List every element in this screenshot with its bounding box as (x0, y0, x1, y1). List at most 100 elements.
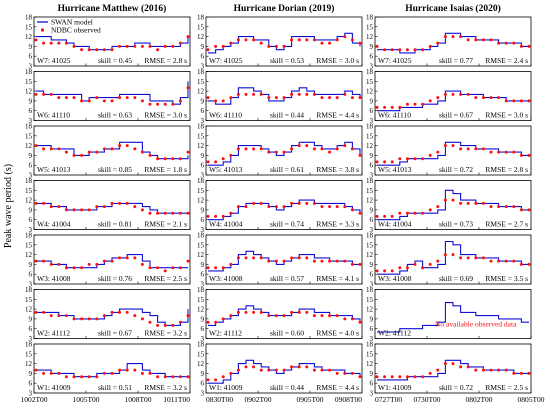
x-tick-label: 1008T00 (124, 395, 151, 404)
observed-point (148, 44, 152, 48)
observed-point (383, 269, 387, 273)
observed-point (320, 205, 324, 209)
observed-point (358, 153, 362, 157)
observed-point (512, 371, 516, 375)
y-tick-label: 18 (197, 341, 205, 349)
observed-point (375, 44, 379, 48)
observed-point (110, 48, 114, 52)
y-tick-label: 18 (25, 177, 33, 185)
y-tick-label: 9 (370, 152, 374, 160)
observed-point (343, 92, 347, 96)
y-tick-label: 15 (366, 296, 374, 304)
observed-point (156, 48, 160, 52)
station-label: W6: 41110 (209, 111, 242, 120)
model-series-line (377, 90, 529, 112)
observed-point (436, 41, 440, 45)
y-tick-label: 3 (29, 117, 33, 125)
observed-point (156, 102, 160, 106)
y-tick-label: 3 (370, 172, 374, 180)
observed-point (95, 48, 99, 52)
observed-point (140, 371, 144, 375)
observed-point (72, 375, 76, 379)
observed-point (236, 205, 240, 209)
observed-point (34, 368, 38, 372)
y-tick-label: 9 (29, 152, 33, 160)
observed-point (443, 35, 447, 39)
y-tick-label: 18 (366, 68, 374, 76)
observed-point (214, 160, 218, 164)
y-tick-label: 6 (370, 162, 374, 170)
observed-point (64, 266, 68, 270)
observed-point (267, 96, 271, 100)
observed-point (133, 96, 137, 100)
observed-point (206, 96, 210, 100)
observed-point (297, 365, 301, 369)
observed-point (148, 266, 152, 270)
observed-point (95, 262, 99, 266)
observed-point (236, 147, 240, 151)
panel-frame (374, 289, 532, 339)
observed-point (214, 266, 218, 270)
observed-point (171, 266, 175, 270)
observed-point (305, 256, 309, 260)
observed-point (42, 259, 46, 263)
y-tick-label: 12 (25, 251, 33, 259)
observed-point (497, 368, 501, 372)
station-label: W4: 41004 (378, 220, 412, 229)
panel-frame (205, 125, 363, 176)
observed-point (383, 160, 387, 164)
y-tick-label: 9 (29, 315, 33, 323)
y-tick-label: 12 (25, 88, 33, 96)
observed-point (259, 92, 263, 96)
observed-point (413, 375, 417, 379)
y-tick-label: 9 (370, 206, 374, 214)
observed-point (413, 102, 417, 106)
y-tick-label: 15 (197, 132, 205, 140)
y-tick-label: 18 (197, 123, 205, 131)
observed-point (350, 262, 354, 266)
observed-point (214, 214, 218, 218)
rmse-label: RMSE = 1.8 s (144, 165, 187, 174)
observed-point (125, 144, 129, 148)
observed-point (118, 44, 122, 48)
observed-point (459, 35, 463, 39)
observed-point (274, 314, 278, 318)
observed-point (481, 256, 485, 260)
observed-point (474, 256, 478, 260)
observed-point (436, 368, 440, 372)
observed-point (282, 259, 286, 263)
observed-point (428, 208, 432, 212)
observed-point (140, 208, 144, 212)
y-tick-label: 6 (201, 380, 205, 388)
observed-point (95, 96, 99, 100)
skill-label: skill = 0.72 (439, 383, 473, 392)
observed-point (72, 96, 76, 100)
observed-point (178, 211, 182, 215)
observed-point (229, 262, 233, 266)
observed-point (421, 157, 425, 161)
observed-point (459, 92, 463, 96)
observed-point (42, 41, 46, 45)
observed-point (148, 153, 152, 157)
observed-point (466, 92, 470, 96)
observed-point (214, 378, 218, 382)
observed-point (451, 35, 455, 39)
y-tick-label: 9 (370, 315, 374, 323)
observed-point (519, 371, 523, 375)
x-tick-label: 1011T00 (163, 395, 190, 404)
station-label: W3: 41008 (37, 274, 71, 283)
observed-point (527, 153, 531, 157)
observed-point (178, 266, 182, 270)
observed-point (42, 92, 46, 96)
observed-point (80, 317, 84, 321)
observed-point (163, 44, 167, 48)
observed-point (148, 320, 152, 324)
y-tick-label: 15 (366, 78, 374, 86)
observed-point (474, 38, 478, 42)
panel: 3 6 912 15 18 W4: 41004 skill = 0.73 RMSE = 2.7… (366, 177, 532, 234)
observed-point (229, 314, 233, 318)
observed-point (252, 147, 256, 151)
y-tick-label: 18 (197, 68, 205, 76)
observed-point (244, 38, 248, 42)
